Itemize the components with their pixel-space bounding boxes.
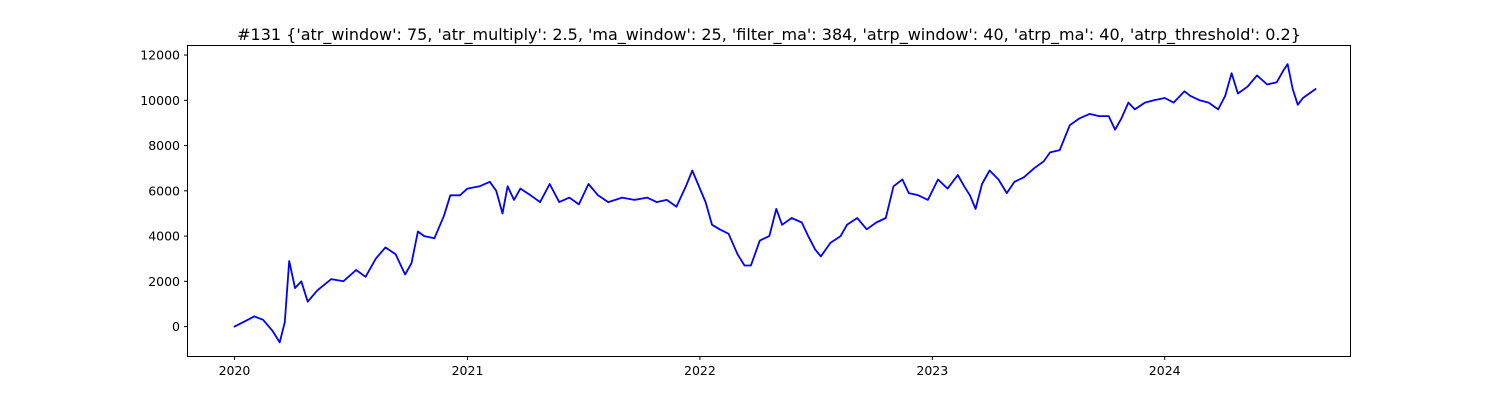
x-tick-label: 2021 (452, 363, 484, 378)
chart-title: #131 {'atr_window': 75, 'atr_multiply': … (237, 25, 1301, 45)
x-tick-label: 2023 (916, 363, 948, 378)
plot-area-frame (187, 45, 1351, 357)
x-tick-label: 2022 (684, 363, 716, 378)
y-tick-label: 6000 (148, 183, 180, 198)
y-tick-label: 2000 (148, 274, 180, 289)
x-tick-label: 2020 (219, 363, 251, 378)
series-line (233, 63, 1317, 344)
y-tick-label: 0 (172, 319, 180, 334)
x-tick-label: 2024 (1149, 363, 1181, 378)
y-tick-label: 10000 (140, 93, 180, 108)
y-tick-label: 12000 (140, 48, 180, 63)
y-axis: 0 2000 4000 6000 8000 10000 12000 (140, 48, 188, 334)
x-axis: 2020 2021 2022 2023 2024 (219, 356, 1181, 378)
y-tick-label: 8000 (148, 138, 180, 153)
y-tick-label: 4000 (148, 229, 180, 244)
series-layer (233, 63, 1317, 344)
